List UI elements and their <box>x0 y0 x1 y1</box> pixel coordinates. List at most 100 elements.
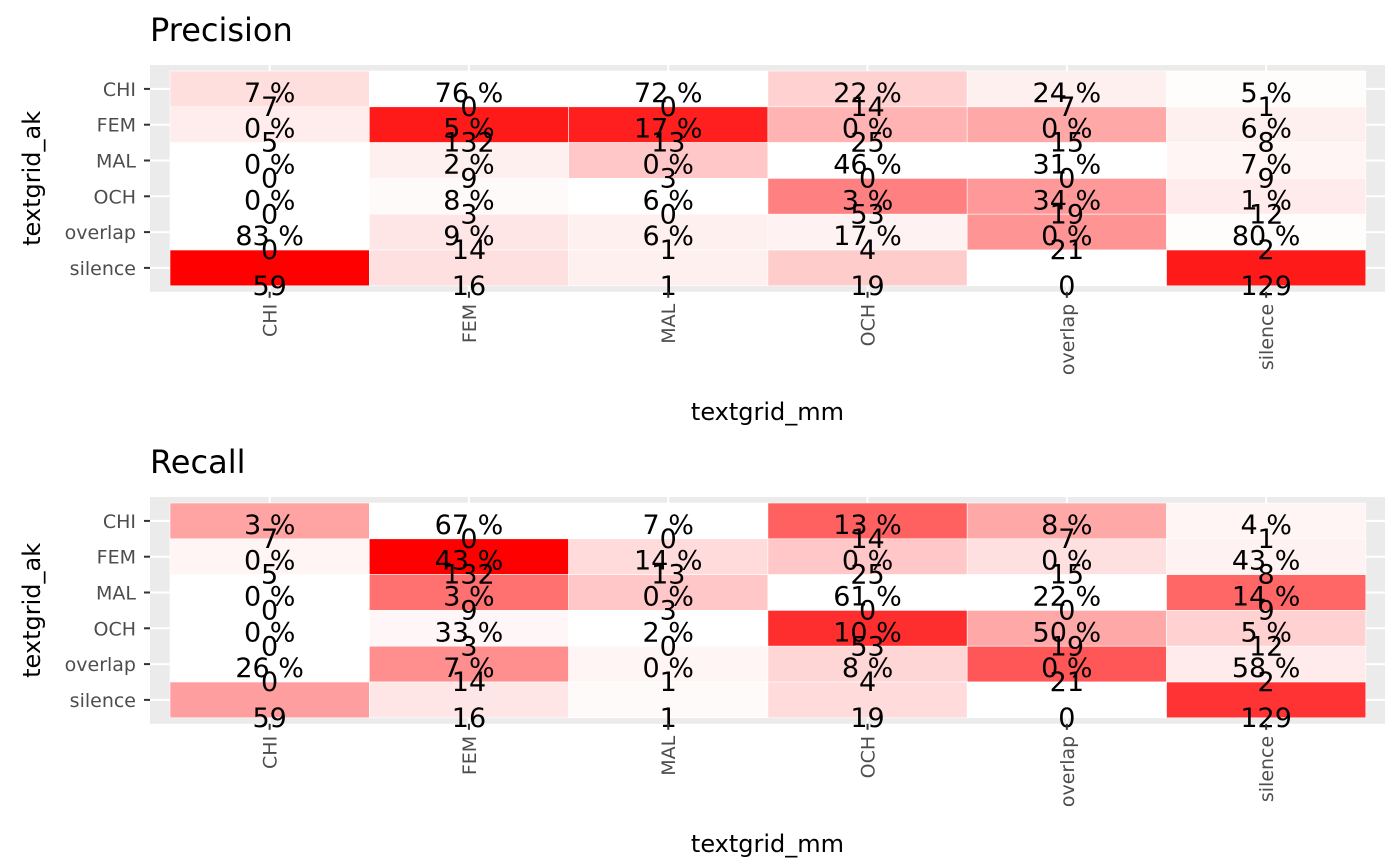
heatmap-tile <box>368 178 569 215</box>
heatmap-tile <box>568 178 769 215</box>
x-tick-label: silence <box>1256 736 1278 802</box>
x-tick-label: MAL <box>658 735 680 775</box>
heatmap-tile <box>568 249 769 287</box>
cell-percent-label: 26 % <box>235 653 304 684</box>
cell-count-label: 0 <box>261 596 278 627</box>
cell-count-label: 14 <box>452 235 486 266</box>
cell-count-label: 9 <box>460 596 477 627</box>
heatmap-tile <box>1166 681 1367 719</box>
heatmap-tile <box>1166 142 1367 179</box>
cell-percent-label: 6 % <box>643 185 694 216</box>
cell-percent-label: 6 % <box>1240 114 1291 145</box>
cell-count-label: 12 <box>1249 631 1283 662</box>
heatmap-tile <box>767 213 968 251</box>
cell-percent-label: 43 % <box>435 546 504 577</box>
cell-percent-label: 24 % <box>1033 78 1102 109</box>
cell-percent-label: 0 % <box>244 150 295 181</box>
heatmap-tile <box>1166 538 1367 575</box>
heatmap-tile <box>368 574 569 611</box>
heatmap-tile <box>568 70 769 108</box>
cell-count-label: 0 <box>660 92 677 123</box>
cell-count-label: 132 <box>443 128 495 159</box>
cell-count-label: 0 <box>261 667 278 698</box>
y-axis-title: textgrid_ak <box>18 543 46 678</box>
heatmap-tile <box>368 610 569 647</box>
cell-count-label: 14 <box>850 524 884 555</box>
heatmap-tile <box>568 574 769 611</box>
heatmap-tile <box>1166 645 1367 683</box>
heatmap-tile <box>1166 502 1367 540</box>
cell-count-label: 19 <box>1050 199 1084 230</box>
cell-count-label: 12 <box>1249 199 1283 230</box>
heatmap-tile <box>1166 574 1367 611</box>
cell-percent-label: 4 % <box>1240 510 1291 541</box>
heatmap-tile <box>966 106 1167 143</box>
cell-count-label: 1 <box>1258 92 1275 123</box>
cell-count-label: 13 <box>651 560 685 591</box>
heatmap-tile <box>966 645 1167 683</box>
x-tick-label: OCH <box>858 736 880 779</box>
cell-count-label: 8 <box>1258 128 1275 159</box>
heatmap-tile <box>169 610 370 647</box>
cell-count-label: 15 <box>1050 128 1084 159</box>
cell-percent-label: 61 % <box>833 582 902 613</box>
cell-count-label: 3 <box>660 596 677 627</box>
chart-title: Precision <box>150 11 293 49</box>
cell-percent-label: 80 % <box>1232 221 1301 252</box>
y-tick-label: MAL <box>96 151 136 173</box>
heatmap-tile <box>767 106 968 143</box>
heatmap-tile <box>1166 70 1367 108</box>
x-tick-label: silence <box>1256 304 1278 370</box>
cell-percent-label: 9 % <box>443 221 494 252</box>
heatmap-tile <box>368 142 569 179</box>
heatmap-tile <box>169 70 370 108</box>
cell-percent-label: 5 % <box>1240 617 1291 648</box>
cell-percent-label: 0 % <box>842 546 893 577</box>
cell-count-label: 4 <box>859 235 876 266</box>
cell-count-label: 0 <box>1058 596 1075 627</box>
cell-percent-label: 22 % <box>1033 582 1102 613</box>
cell-percent-label: 33 % <box>435 617 504 648</box>
heatmap-tile <box>1166 610 1367 647</box>
heatmap-tile <box>1166 213 1367 251</box>
y-tick-label: silence <box>70 690 136 712</box>
cell-percent-label: 31 % <box>1033 150 1102 181</box>
heatmap-tile <box>169 178 370 215</box>
cell-percent-label: 3 % <box>244 510 295 541</box>
cell-count-label: 0 <box>460 524 477 555</box>
cell-percent-label: 8 % <box>443 185 494 216</box>
cell-percent-label: 7 % <box>1240 150 1291 181</box>
cell-count-label: 0 <box>261 164 278 195</box>
cell-count-label: 2 <box>1258 667 1275 698</box>
cell-percent-label: 0 % <box>643 582 694 613</box>
cell-count-label: 5 <box>261 560 278 591</box>
heatmap-tile <box>169 106 370 143</box>
heatmap-tile <box>568 106 769 143</box>
y-tick-label: silence <box>70 258 136 280</box>
x-tick-label: FEM <box>459 304 481 343</box>
heatmap-panel-precision: 7 0 0 14 7 15 132 13 25 15 80 9 3 0 0 90 3 0 53 19 120 14 1 4 21… <box>18 11 1385 426</box>
cell-percent-label: 5 % <box>1240 78 1291 109</box>
heatmap-tile <box>1166 249 1367 287</box>
cell-percent-label: 0 % <box>1041 114 1092 145</box>
cell-percent-label: 0 % <box>244 185 295 216</box>
cell-count-label: 0 <box>261 631 278 662</box>
cell-percent-label: 83 % <box>235 221 304 252</box>
cell-percent-label: 1 % <box>1240 185 1291 216</box>
cell-percent-label: 22 % <box>833 78 902 109</box>
cell-count-label: 5 <box>261 128 278 159</box>
cell-percent-label: 2 % <box>443 150 494 181</box>
cell-count-label: 4 <box>859 667 876 698</box>
cell-percent-label: 67 % <box>435 510 504 541</box>
heatmap-tile <box>767 645 968 683</box>
cell-count-label: 7 <box>1058 524 1075 555</box>
heatmap-tile <box>169 574 370 611</box>
heatmap-tile <box>368 502 569 540</box>
cell-count-label: 15 <box>1050 560 1084 591</box>
cell-count-label: 3 <box>460 631 477 662</box>
heatmap-tile <box>767 502 968 540</box>
cell-count-label: 0 <box>859 596 876 627</box>
cell-count-label: 0 <box>859 164 876 195</box>
heatmap-tile <box>368 681 569 719</box>
cell-percent-label: 72 % <box>634 78 703 109</box>
